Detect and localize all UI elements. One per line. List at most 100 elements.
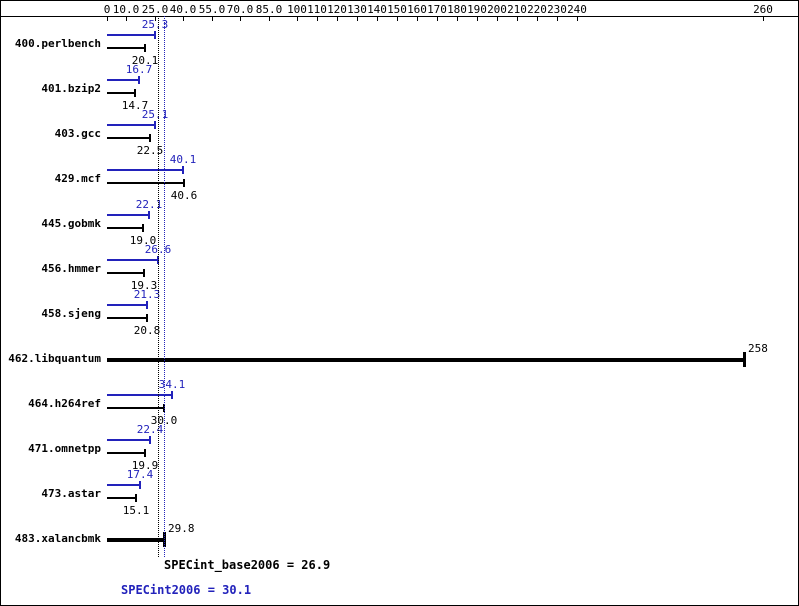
axis-tick [417, 16, 418, 21]
base-value-label: 19.9 [131, 459, 159, 472]
base-bar-end-tick [142, 224, 144, 232]
base-bar [107, 452, 145, 454]
axis-tick-label: 190 [467, 3, 487, 16]
base-bar-end-tick [183, 179, 185, 187]
benchmark-label: 403.gcc [54, 127, 101, 140]
axis-tick [107, 16, 108, 21]
base-bar [107, 407, 164, 409]
base-bar [107, 137, 150, 139]
peak-mean-label: SPECint2006 = 30.1 [121, 583, 252, 597]
base-bar-end-tick [135, 494, 137, 502]
axis-tick-label: 170 [427, 3, 447, 16]
axis-tick [183, 16, 184, 21]
peak-bar [107, 259, 158, 261]
peak-bar [107, 439, 150, 441]
axis-tick-label: 180 [447, 3, 467, 16]
axis-tick [269, 16, 270, 21]
axis-tick-label: 85.0 [255, 3, 283, 16]
peak-bar-end-tick [139, 481, 141, 489]
axis-tick [377, 16, 378, 21]
top-axis-line [1, 16, 798, 17]
axis-tick [397, 16, 398, 21]
base-mean-label: SPECint_base2006 = 26.9 [164, 558, 331, 572]
base-value-label: 40.6 [170, 189, 198, 202]
peak-bar-end-tick [182, 166, 184, 174]
base-value-label: 19.0 [129, 234, 157, 247]
peak-bar [107, 169, 183, 171]
axis-tick [557, 16, 558, 21]
axis-tick-label: 10.0 [112, 3, 140, 16]
axis-tick [577, 16, 578, 21]
axis-tick-label: 210 [507, 3, 527, 16]
axis-tick-label: 100 [287, 3, 307, 16]
axis-tick [317, 16, 318, 21]
axis-tick-label: 55.0 [198, 3, 226, 16]
axis-tick [517, 16, 518, 21]
base-bar [107, 182, 184, 184]
base-mean-line [158, 16, 159, 557]
peak-bar [107, 304, 147, 306]
axis-tick-label: 120 [327, 3, 347, 16]
base-bar-end-tick [144, 44, 146, 52]
axis-tick [240, 16, 241, 21]
peak-bar-end-tick [148, 211, 150, 219]
axis-tick [763, 16, 764, 21]
peak-value-label: 40.1 [169, 153, 197, 166]
peak-bar [107, 79, 139, 81]
axis-tick-label: 140 [367, 3, 387, 16]
peak-mean-line [164, 16, 165, 557]
benchmark-label: 471.omnetpp [28, 442, 101, 455]
peak-value-label: 34.1 [158, 378, 186, 391]
base-bar [107, 47, 145, 49]
axis-tick [497, 16, 498, 21]
axis-tick-label: 240 [567, 3, 587, 16]
peak-value-label: 21.3 [133, 288, 161, 301]
benchmark-label: 401.bzip2 [41, 82, 101, 95]
peak-value-label: 17.4 [126, 468, 154, 481]
benchmark-label: 473.astar [41, 487, 101, 500]
base-bar [107, 358, 744, 362]
axis-tick [212, 16, 213, 21]
peak-bar [107, 394, 172, 396]
benchmark-label: 400.perlbench [14, 37, 101, 50]
base-bar-end-tick [146, 314, 148, 322]
peak-bar-end-tick [138, 76, 140, 84]
base-value-label: 19.3 [130, 279, 158, 292]
base-value-label: 29.8 [168, 522, 195, 535]
benchmark-label: 445.gobmk [41, 217, 101, 230]
axis-tick-label: 0 [103, 3, 111, 16]
axis-tick-label: 130 [347, 3, 367, 16]
axis-tick-label: 230 [547, 3, 567, 16]
base-value-label: 20.1 [131, 54, 159, 67]
axis-tick [337, 16, 338, 21]
benchmark-label: 429.mcf [54, 172, 101, 185]
base-bar-end-tick [743, 352, 746, 367]
base-bar [107, 92, 135, 94]
axis-tick [477, 16, 478, 21]
base-value-label: 22.5 [136, 144, 164, 157]
axis-tick-label: 260 [753, 3, 773, 16]
peak-value-label: 25.1 [141, 108, 169, 121]
axis-tick [297, 16, 298, 21]
peak-bar [107, 484, 140, 486]
axis-tick [155, 16, 156, 21]
base-value-label: 15.1 [122, 504, 150, 517]
peak-bar-end-tick [146, 301, 148, 309]
peak-bar [107, 124, 155, 126]
peak-value-label: 22.4 [136, 423, 164, 436]
axis-tick-label: 150 [387, 3, 407, 16]
axis-tick-label: 110 [307, 3, 327, 16]
axis-tick [437, 16, 438, 21]
base-bar [107, 497, 136, 499]
base-bar [107, 227, 143, 229]
axis-tick-label: 70.0 [226, 3, 254, 16]
base-bar [107, 272, 144, 274]
base-bar-end-tick [143, 269, 145, 277]
base-bar [107, 317, 147, 319]
base-value-label: 20.8 [133, 324, 161, 337]
benchmark-label: 483.xalancbmk [14, 532, 101, 545]
axis-tick-label: 200 [487, 3, 507, 16]
base-value-label: 258 [748, 342, 768, 355]
peak-bar-end-tick [154, 31, 156, 39]
